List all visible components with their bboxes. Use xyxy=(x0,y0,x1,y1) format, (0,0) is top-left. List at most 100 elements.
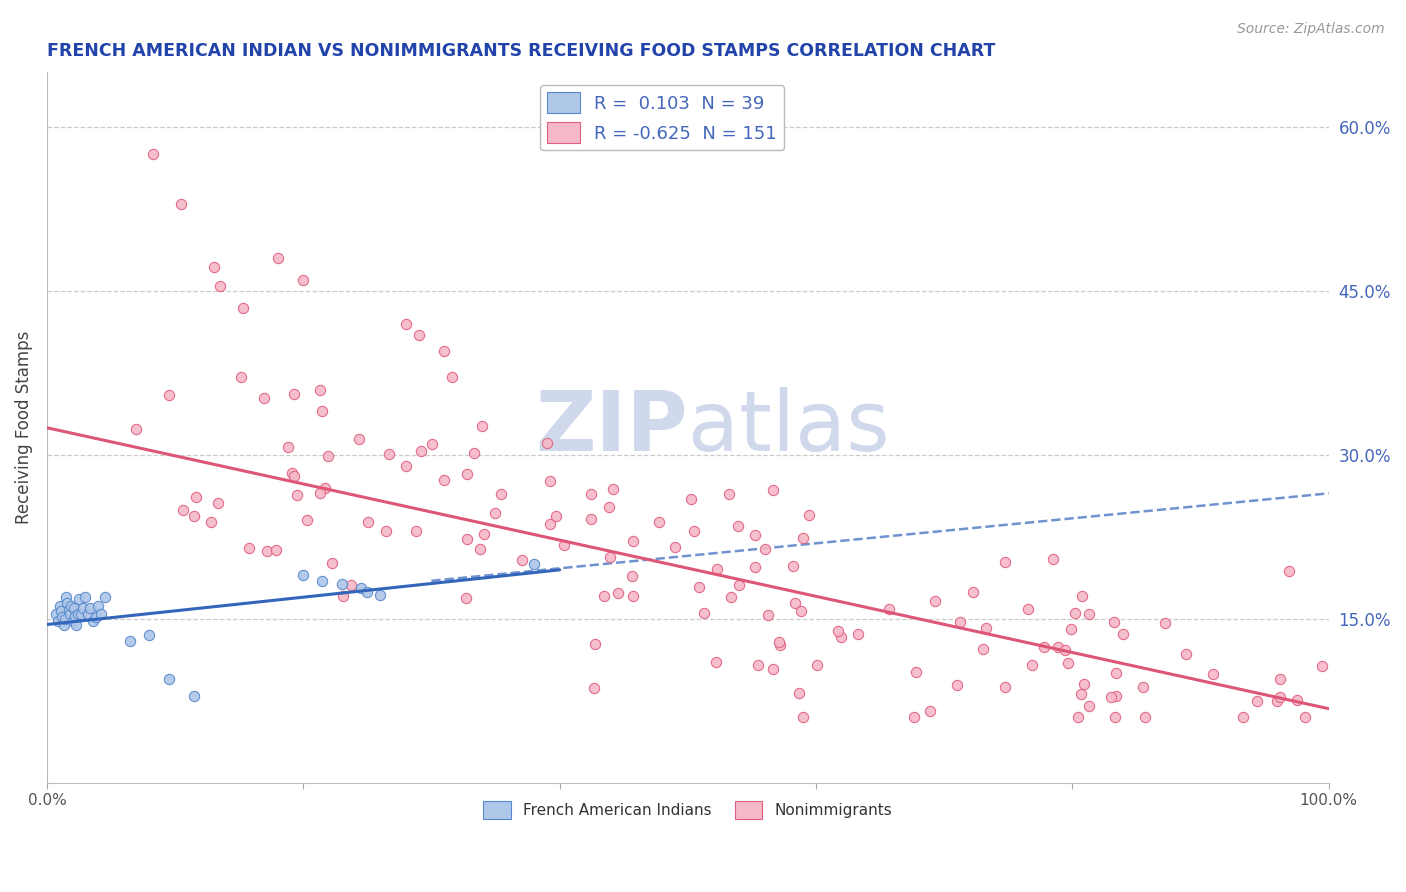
Point xyxy=(229,370,252,384)
Point xyxy=(536,436,558,450)
Point xyxy=(782,559,804,574)
Point xyxy=(51,610,73,624)
Point xyxy=(283,468,305,483)
Point xyxy=(1133,710,1156,724)
Point xyxy=(905,665,928,680)
Point xyxy=(82,614,104,628)
Point xyxy=(77,607,100,621)
Point xyxy=(538,516,561,531)
Point xyxy=(472,527,495,541)
Point xyxy=(727,519,749,533)
Point xyxy=(433,473,456,487)
Point xyxy=(523,558,546,572)
Point xyxy=(200,515,222,529)
Point xyxy=(903,710,925,724)
Point xyxy=(309,383,332,397)
Point xyxy=(208,278,231,293)
Point xyxy=(90,607,112,621)
Point xyxy=(440,370,463,384)
Point xyxy=(411,444,433,458)
Point xyxy=(368,588,391,602)
Point xyxy=(65,617,87,632)
Point xyxy=(648,515,671,529)
Point xyxy=(330,577,353,591)
Point xyxy=(316,449,339,463)
Point xyxy=(728,577,751,591)
Point xyxy=(1312,659,1334,673)
Point xyxy=(1067,710,1090,724)
Point xyxy=(292,273,315,287)
Point xyxy=(75,590,97,604)
Point xyxy=(974,622,997,636)
Point xyxy=(972,641,994,656)
Point xyxy=(66,607,89,621)
Point xyxy=(232,301,254,315)
Point xyxy=(297,513,319,527)
Point xyxy=(48,614,70,628)
Point xyxy=(585,637,607,651)
Point xyxy=(693,606,716,620)
Point xyxy=(1053,642,1076,657)
Point xyxy=(157,672,180,686)
Point xyxy=(592,589,614,603)
Point xyxy=(1077,699,1099,714)
Point xyxy=(962,585,984,599)
Point xyxy=(1059,622,1081,636)
Point xyxy=(186,491,208,505)
Point xyxy=(394,458,416,473)
Point xyxy=(72,601,94,615)
Point xyxy=(1073,677,1095,691)
Point xyxy=(1021,657,1043,672)
Point xyxy=(762,662,785,676)
Point xyxy=(332,590,354,604)
Point xyxy=(283,386,305,401)
Point xyxy=(87,599,110,613)
Point xyxy=(285,487,308,501)
Point xyxy=(754,542,776,557)
Point xyxy=(546,509,568,524)
Point xyxy=(408,327,430,342)
Point xyxy=(679,492,702,507)
Point xyxy=(1154,615,1177,630)
Point xyxy=(1099,690,1122,704)
Point xyxy=(1070,589,1092,603)
Point xyxy=(599,550,621,565)
Point xyxy=(706,656,728,670)
Point xyxy=(683,524,706,539)
Point xyxy=(797,508,820,522)
Point xyxy=(1105,689,1128,703)
Point xyxy=(1063,606,1085,620)
Point xyxy=(744,527,766,541)
Point xyxy=(463,446,485,460)
Point xyxy=(1042,551,1064,566)
Point xyxy=(281,467,304,481)
Point xyxy=(607,586,630,600)
Point xyxy=(207,496,229,510)
Point xyxy=(1268,690,1291,705)
Point xyxy=(45,607,67,621)
Point xyxy=(1278,565,1301,579)
Point xyxy=(356,584,378,599)
Point xyxy=(58,603,80,617)
Point xyxy=(70,607,93,621)
Point xyxy=(277,440,299,454)
Legend: French American Indians, Nonimmigrants: French American Indians, Nonimmigrants xyxy=(478,796,898,825)
Point xyxy=(769,639,792,653)
Point xyxy=(125,422,148,436)
Point xyxy=(238,541,260,555)
Point xyxy=(762,483,785,497)
Point xyxy=(256,544,278,558)
Point xyxy=(830,630,852,644)
Point xyxy=(395,317,418,331)
Point xyxy=(49,604,72,618)
Point xyxy=(994,555,1017,569)
Point xyxy=(720,591,742,605)
Point xyxy=(79,601,101,615)
Point xyxy=(456,532,478,546)
Point xyxy=(93,590,115,604)
Point xyxy=(84,610,107,624)
Point xyxy=(53,612,76,626)
Point xyxy=(621,589,644,603)
Point xyxy=(846,626,869,640)
Point xyxy=(1174,647,1197,661)
